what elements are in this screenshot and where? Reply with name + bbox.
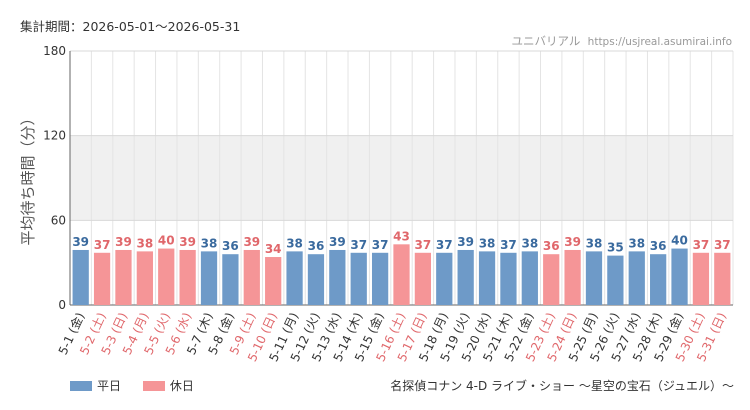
bar — [158, 248, 175, 305]
bar — [457, 249, 474, 305]
bar — [350, 252, 367, 305]
bar-value-label: 40 — [671, 234, 688, 248]
bar — [393, 244, 410, 305]
bar — [265, 257, 282, 305]
bar-value-label: 38 — [201, 236, 218, 250]
bar — [179, 249, 196, 305]
legend-label-weekday: 平日 — [97, 379, 122, 393]
bar — [521, 251, 538, 305]
bar-value-label: 35 — [607, 241, 624, 255]
bar — [628, 251, 645, 305]
bar — [200, 251, 218, 305]
bar — [607, 255, 624, 305]
bar-value-label: 39 — [243, 235, 260, 249]
attraction-name: 名探偵コナン 4-D ライブ・ショー ～星空の宝石（ジュエル）～ — [390, 379, 734, 393]
bar-value-label: 37 — [415, 238, 432, 252]
bar — [564, 249, 581, 305]
bar-value-label: 38 — [286, 236, 303, 250]
bar-value-label: 36 — [543, 239, 560, 253]
bar — [478, 251, 496, 305]
bar-value-label: 37 — [436, 238, 453, 252]
legend: 平日 休日 — [70, 377, 212, 394]
bar — [436, 252, 453, 305]
legend-item-weekday: 平日 — [70, 377, 121, 394]
y-tick-label: 120 — [43, 129, 66, 143]
legend-label-holiday: 休日 — [169, 379, 194, 393]
bar — [136, 251, 153, 305]
y-tick-label: 180 — [43, 44, 66, 58]
watermark-brand: ユニバリアル — [511, 34, 581, 48]
bar-value-label: 38 — [521, 236, 538, 250]
bar-value-label: 37 — [693, 238, 710, 252]
bar — [222, 254, 239, 305]
bar — [307, 254, 325, 305]
bar — [585, 251, 603, 305]
bar-value-label: 36 — [650, 239, 667, 253]
bar — [714, 252, 731, 305]
bar-value-label: 39 — [115, 235, 132, 249]
legend-swatch-holiday — [142, 381, 165, 391]
bar-value-label: 38 — [137, 236, 154, 250]
watermark: ユニバリアル https://usjreal.asumirai.info — [511, 33, 732, 49]
bar-value-label: 38 — [479, 236, 496, 250]
bar-value-label: 36 — [308, 239, 325, 253]
bar — [543, 254, 560, 305]
shaded-band — [70, 135, 733, 221]
bar — [329, 249, 346, 305]
bar-value-label: 39 — [457, 235, 474, 249]
legend-item-holiday: 休日 — [142, 377, 194, 394]
bar-value-label: 37 — [94, 238, 111, 252]
y-tick-label: 60 — [51, 213, 66, 227]
bar — [371, 252, 389, 305]
legend-swatch-weekday — [70, 381, 92, 391]
bar — [650, 254, 667, 305]
bar-value-label: 39 — [72, 235, 89, 249]
y-axis-label: 平均待ち時間（分） — [19, 110, 37, 245]
y-tick-label: 0 — [58, 298, 66, 312]
bar — [243, 249, 260, 305]
bar — [115, 249, 132, 305]
bar-value-label: 36 — [222, 239, 239, 253]
bar — [500, 252, 517, 305]
bar — [72, 249, 89, 305]
bar-value-label: 37 — [500, 238, 517, 252]
bar — [692, 252, 710, 305]
bar — [286, 251, 303, 305]
watermark-url: https://usjreal.asumirai.info — [587, 36, 732, 48]
bar-value-label: 37 — [372, 238, 389, 252]
bar-value-label: 39 — [564, 235, 581, 249]
bar-value-label: 34 — [265, 242, 282, 256]
bar — [93, 252, 111, 305]
bar-value-label: 39 — [329, 235, 346, 249]
bar-value-label: 38 — [586, 236, 603, 250]
bar-value-label: 43 — [393, 229, 410, 243]
bar-value-label: 37 — [714, 238, 731, 252]
bar-value-label: 37 — [350, 238, 367, 252]
bar-value-label: 40 — [158, 234, 175, 248]
bar-value-label: 38 — [628, 236, 645, 250]
bar-value-label: 39 — [179, 235, 196, 249]
bar — [414, 252, 432, 305]
period-label: 集計期間：2026-05-01～2026-05-31 — [20, 19, 241, 34]
bar — [671, 248, 688, 305]
